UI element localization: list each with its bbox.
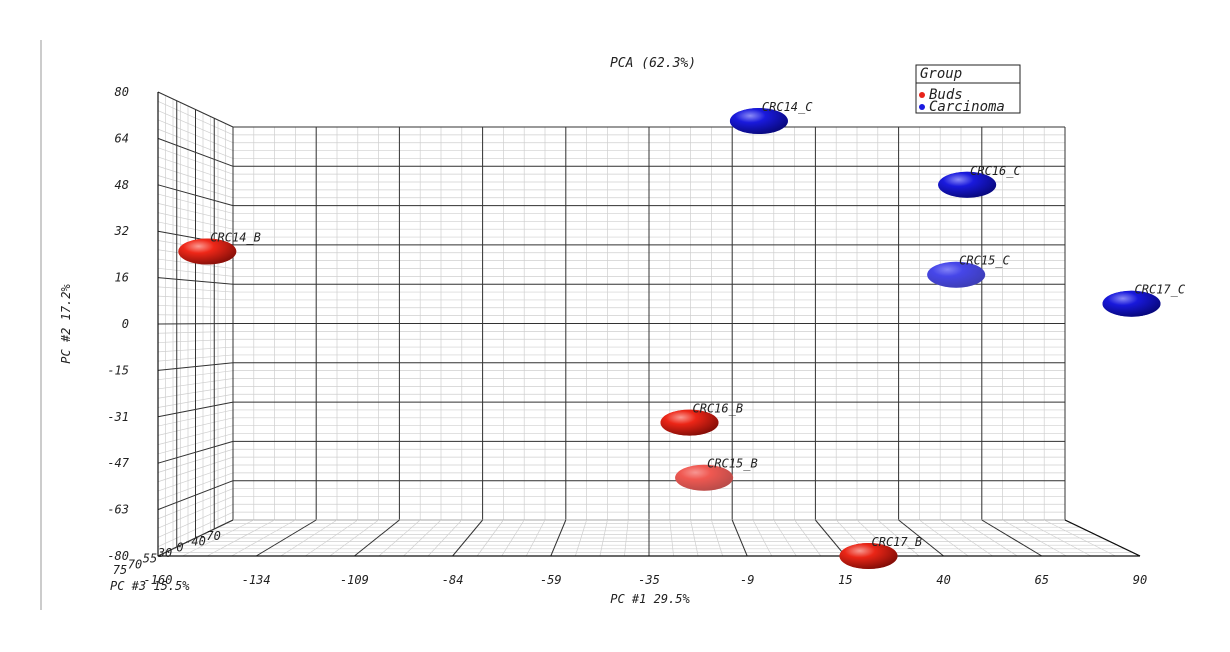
point-shading (729, 108, 788, 134)
data-point-crc17-b: CRC17_B (839, 535, 923, 569)
data-point-crc16-c: CRC16_C (938, 164, 1021, 198)
y-tick-label: 64 (115, 131, 129, 145)
data-point-crc14-b: CRC14_B (178, 231, 261, 265)
floor-major-gridline (157, 519, 234, 557)
y-tick-label: -63 (107, 503, 129, 517)
data-point-crc14-c: CRC14_C (729, 100, 813, 134)
point-shading (839, 543, 898, 569)
point-label: CRC15_C (959, 254, 1010, 268)
x-tick-label: 15 (838, 573, 852, 587)
floor-major-gridline (981, 519, 1043, 557)
legend-label-buds: Buds (929, 87, 963, 103)
z-tick-label: 75 (113, 563, 127, 577)
legend-swatch-buds (919, 92, 925, 98)
y-tick-label: 48 (115, 178, 129, 192)
y-tick-label: 0 (122, 317, 129, 331)
y-tick-label: 32 (114, 224, 129, 238)
data-point-crc15-c: CRC15_C (927, 254, 1011, 288)
points-layer: CRC14_C CRC16_C CRC15_C CRC17_C CRC14_B CRC16… (178, 100, 1186, 569)
point-label: CRC14_C (762, 100, 813, 114)
point-label: CRC15_B (707, 457, 758, 471)
y-tick-label: -31 (107, 410, 129, 424)
floor-major-gridline (354, 519, 400, 557)
legend-title: Group (920, 66, 962, 82)
y-tick-label: 80 (115, 85, 129, 99)
z-axis-title: PC #3 15.5% (110, 579, 190, 593)
x-tick-label: 65 (1035, 573, 1049, 587)
point-shading (938, 171, 997, 198)
legend: Group Buds Carcinoma (915, 64, 1021, 115)
grid-layer (157, 91, 1141, 557)
z-tick-label: 0 (176, 540, 183, 554)
data-point-crc17-c: CRC17_C (1102, 283, 1186, 317)
x-tick-label: 40 (936, 573, 950, 587)
z-tick-label: 30 (157, 546, 172, 560)
x-tick-label: -109 (340, 573, 369, 587)
floor-major-gridline (898, 519, 944, 557)
x-tick-label: 90 (1133, 573, 1147, 587)
floor-major-gridline (731, 519, 748, 557)
chart-title: PCA (62.3%) (610, 56, 696, 71)
floor-major-gridline (452, 519, 483, 557)
point-label: CRC17_B (872, 535, 923, 549)
data-point-crc16-b: CRC16_B (660, 402, 744, 436)
floor-major-gridline (550, 519, 567, 557)
point-shading (675, 464, 734, 491)
point-shading (660, 409, 719, 436)
x-axis-ticks: -160 -134 -109 -84 -59 -35 -9 15 40 65 90 (144, 573, 1148, 587)
y-tick-label: -80 (107, 549, 129, 563)
y-tick-label: -47 (107, 456, 129, 470)
x-axis-title: PC #1 29.5% (610, 592, 690, 606)
x-tick-label: -134 (242, 573, 271, 587)
y-axis-ticks: 80 64 48 32 16 0 -15 -31 -47 -63 -80 (107, 85, 129, 563)
data-point-crc15-b: CRC15_B (675, 457, 758, 491)
z-tick-label: 70 (128, 557, 142, 571)
z-tick-label: 55 (143, 552, 157, 566)
point-shading (1102, 290, 1161, 317)
point-label: CRC16_B (693, 402, 744, 416)
legend-box (915, 64, 1021, 114)
point-shading (178, 238, 237, 265)
z-tick-label: -70 (199, 529, 221, 543)
point-shading (927, 261, 986, 288)
x-tick-label: -59 (540, 573, 562, 587)
floor-major-gridline (815, 519, 846, 557)
y-axis-title: PC #2 17.2% (59, 283, 73, 363)
floor-right-edge (1064, 519, 1141, 557)
y-tick-label: 16 (115, 271, 129, 285)
x-tick-label: -35 (638, 573, 660, 587)
legend-label-carcinoma: Carcinoma (929, 99, 1005, 115)
x-tick-label: -84 (442, 573, 464, 587)
x-tick-label: -160 (144, 573, 173, 587)
z-tick-label: -40 (184, 535, 206, 549)
point-label: CRC14_B (210, 231, 261, 245)
y-tick-label: -15 (107, 363, 129, 377)
point-label: CRC17_C (1135, 283, 1186, 297)
point-label: CRC16_C (970, 164, 1021, 178)
legend-swatch-carcinoma (919, 104, 925, 110)
floor-major-gridline (255, 519, 317, 557)
x-tick-label: -9 (740, 573, 754, 587)
